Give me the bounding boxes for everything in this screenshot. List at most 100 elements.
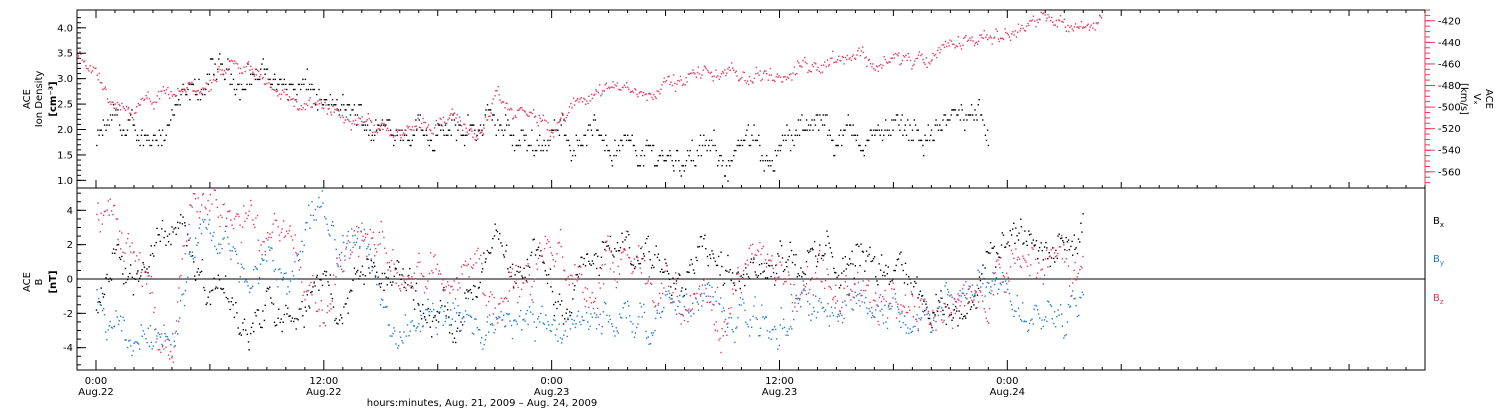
vx-point bbox=[465, 127, 467, 129]
by-point bbox=[299, 250, 301, 253]
density-point bbox=[770, 165, 772, 167]
bx-point bbox=[896, 258, 898, 261]
bz-point bbox=[791, 301, 794, 304]
bz-point bbox=[150, 276, 152, 278]
density-point bbox=[571, 154, 574, 157]
density-point bbox=[132, 124, 134, 126]
vx-point bbox=[450, 113, 452, 115]
bx-point bbox=[1071, 240, 1073, 243]
by-point bbox=[371, 269, 373, 272]
density-point bbox=[462, 134, 465, 136]
vx-point bbox=[411, 126, 414, 128]
vx-point bbox=[183, 88, 185, 90]
density-point bbox=[333, 104, 335, 106]
vx-point bbox=[531, 112, 533, 115]
bz-point bbox=[1073, 269, 1075, 272]
vx-point bbox=[1042, 12, 1045, 14]
bz-point bbox=[343, 270, 345, 272]
bx-point bbox=[554, 301, 557, 303]
density-point bbox=[957, 114, 959, 116]
by-point bbox=[399, 331, 401, 333]
density-point bbox=[690, 160, 692, 162]
vx-point bbox=[237, 67, 240, 69]
by-point bbox=[748, 335, 751, 337]
density-point bbox=[722, 160, 724, 162]
bx-point bbox=[910, 282, 912, 284]
bz-point bbox=[237, 213, 239, 216]
by-point bbox=[1073, 298, 1075, 300]
vx-point bbox=[811, 64, 813, 66]
by-point bbox=[453, 307, 456, 309]
by-point bbox=[970, 291, 973, 293]
vx-point bbox=[893, 57, 896, 59]
bx-point bbox=[527, 265, 529, 267]
bx-point bbox=[995, 252, 998, 254]
vx-point bbox=[202, 87, 204, 89]
bz-point bbox=[567, 276, 570, 278]
bz-point bbox=[832, 298, 834, 301]
vx-point bbox=[310, 106, 312, 108]
by-point bbox=[554, 319, 556, 322]
bx-point bbox=[1037, 258, 1039, 260]
density-point bbox=[305, 88, 308, 91]
bz-point bbox=[202, 192, 205, 195]
by-point bbox=[462, 316, 464, 318]
by-point bbox=[743, 302, 745, 304]
density-point bbox=[961, 109, 963, 111]
density-point bbox=[967, 114, 969, 116]
vx-point bbox=[967, 39, 970, 41]
by-point bbox=[1064, 335, 1066, 337]
by-point bbox=[322, 202, 324, 204]
density-point bbox=[918, 139, 920, 142]
vx-point bbox=[1049, 20, 1052, 22]
by-point bbox=[1076, 315, 1079, 318]
density-point bbox=[292, 88, 295, 91]
by-point bbox=[354, 244, 356, 246]
vx-point bbox=[146, 97, 148, 99]
vx-point bbox=[739, 78, 742, 80]
vx-point bbox=[608, 86, 610, 88]
by-point bbox=[703, 292, 705, 295]
density-point bbox=[274, 78, 276, 81]
by-point bbox=[550, 330, 552, 333]
bz-point bbox=[578, 273, 581, 275]
bz-point bbox=[778, 276, 780, 278]
vx-point bbox=[1083, 26, 1086, 29]
density-point bbox=[832, 139, 834, 142]
density-point bbox=[679, 170, 681, 172]
bz-point bbox=[990, 292, 992, 295]
by-point bbox=[723, 310, 725, 312]
by-point bbox=[452, 302, 454, 304]
by-point bbox=[753, 305, 755, 307]
bz-point bbox=[256, 214, 259, 217]
bx-point bbox=[415, 290, 417, 292]
bz-point bbox=[703, 279, 705, 281]
vx-point bbox=[424, 121, 427, 124]
density-point bbox=[987, 144, 990, 147]
vx-point bbox=[840, 60, 842, 62]
by-point bbox=[201, 219, 204, 221]
density-point bbox=[796, 134, 798, 136]
by-point bbox=[474, 318, 476, 320]
bz-point bbox=[180, 274, 182, 277]
density-point bbox=[363, 129, 366, 131]
by-point bbox=[951, 296, 953, 298]
bx-point bbox=[411, 285, 413, 287]
density-point bbox=[507, 119, 509, 121]
by-point bbox=[180, 300, 182, 302]
bx-point bbox=[825, 244, 827, 247]
vx-point bbox=[934, 53, 937, 56]
bx-point bbox=[308, 307, 311, 309]
bz-point bbox=[613, 271, 615, 273]
by-point bbox=[230, 258, 232, 260]
density-point bbox=[528, 144, 530, 147]
by-point bbox=[614, 335, 616, 337]
vx-point bbox=[145, 94, 147, 97]
vx-point bbox=[473, 133, 476, 135]
density-point bbox=[478, 129, 481, 131]
bx-point bbox=[966, 312, 968, 315]
by-point bbox=[418, 323, 420, 325]
by-point bbox=[1066, 321, 1069, 323]
vx-point bbox=[889, 61, 891, 63]
vx-point bbox=[191, 81, 193, 84]
